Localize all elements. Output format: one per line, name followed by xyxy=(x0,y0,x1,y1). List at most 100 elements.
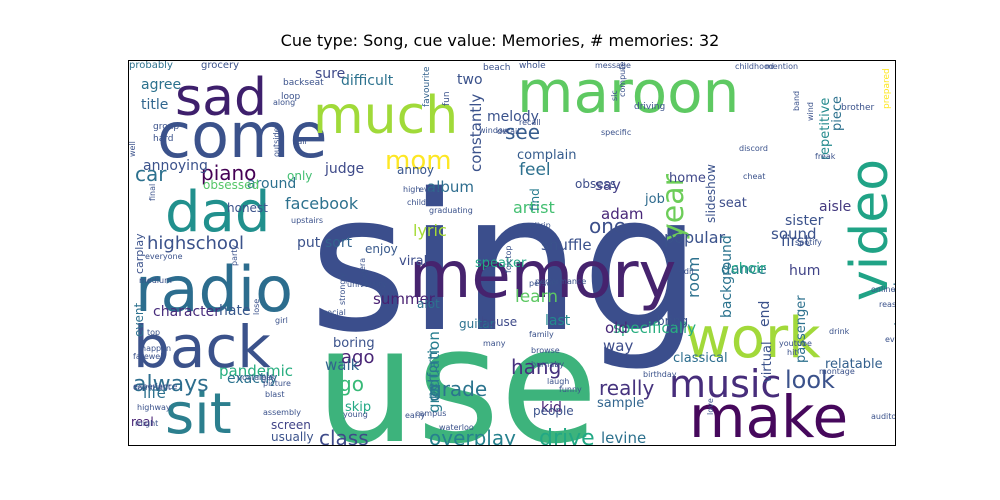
word-graduation: graduation xyxy=(425,331,443,413)
word-drink: drink xyxy=(829,327,850,336)
word-beach: beach xyxy=(483,63,510,73)
word-alot: alot xyxy=(417,297,440,311)
word-radio: radio xyxy=(135,253,293,326)
word-use: use xyxy=(315,292,598,446)
word-whole: whole xyxy=(519,61,546,71)
word-shuffle: shuffle xyxy=(541,236,592,254)
word-around: around xyxy=(247,176,296,192)
word-come: come xyxy=(157,99,328,172)
word-album: album xyxy=(427,178,474,196)
word-grade: grade xyxy=(429,377,487,401)
word-youtube: youtube xyxy=(779,339,812,348)
chart-title: Cue type: Song, cue value: Memories, # m… xyxy=(280,31,720,50)
word-performance: performance xyxy=(535,277,586,286)
word-might: might xyxy=(135,419,158,428)
word-relatable: relatable xyxy=(825,357,883,372)
word-boring: boring xyxy=(333,336,375,351)
word-party: party xyxy=(230,245,239,266)
word-high: high xyxy=(403,185,420,194)
word-exactly: exactly xyxy=(227,371,278,387)
word-specifically: specifically xyxy=(613,319,696,337)
word-house: house xyxy=(481,315,517,329)
word-picture: picture xyxy=(263,379,291,388)
word-class: class xyxy=(319,426,369,446)
word-work: work xyxy=(685,306,821,371)
word-hard: hard xyxy=(153,134,173,144)
word-sit: sit xyxy=(165,382,232,446)
word-graduating: graduating xyxy=(429,206,473,215)
word-piece: piece xyxy=(830,96,845,131)
word-young: young xyxy=(343,410,368,419)
word-sure: sure xyxy=(315,66,345,82)
word-facebook: facebook xyxy=(285,194,359,213)
word-memory: memory xyxy=(409,239,676,313)
word-classical: classical xyxy=(673,351,728,366)
word-year: year xyxy=(656,173,691,241)
word-job: job xyxy=(644,192,665,207)
word-sort: sort xyxy=(325,235,353,251)
word-passenger: passenger xyxy=(794,295,809,363)
word-music: music xyxy=(669,362,781,406)
word-dance: dance xyxy=(721,260,767,278)
word-group: group xyxy=(153,122,179,132)
word-mom: mom xyxy=(385,146,452,176)
word-choir: choir xyxy=(731,261,766,277)
word-comment: comment xyxy=(133,383,171,392)
word-always: always xyxy=(133,372,209,397)
word-video: video xyxy=(840,159,896,301)
word-brother: brother xyxy=(841,103,874,113)
word-backseat: backseat xyxy=(283,78,324,88)
word-judge: judge xyxy=(324,161,364,177)
word-driving: driving xyxy=(634,102,665,112)
word-really: really xyxy=(599,376,654,400)
word-background: background xyxy=(719,235,735,318)
word-pandemic: pandemic xyxy=(219,362,293,380)
word-put: put xyxy=(297,235,321,251)
word-obsess: obsess xyxy=(575,177,616,191)
word-foictop: foictop xyxy=(504,246,513,273)
word-usually: usually xyxy=(271,430,314,444)
word-probably: probably xyxy=(129,61,173,71)
word-slc: slc xyxy=(610,90,619,101)
word-nostalgic: nostalgic xyxy=(237,373,273,382)
word-call: call xyxy=(293,137,307,146)
word-child: child xyxy=(407,198,426,207)
word-every: every xyxy=(419,185,442,194)
word-first: first xyxy=(781,232,810,250)
word-together: together xyxy=(891,261,896,326)
word-perform: perform xyxy=(426,347,441,399)
word-honest: honest xyxy=(227,201,268,215)
word-screen: screen xyxy=(271,418,311,432)
word-people: people xyxy=(533,404,574,418)
word-discord: discord xyxy=(739,144,768,153)
word-go: go xyxy=(339,372,364,396)
word-real: real xyxy=(131,415,154,429)
word-drive: drive xyxy=(539,426,595,446)
word-social: social xyxy=(323,308,346,317)
word-summer: summer xyxy=(373,290,436,308)
word-favourite: favourite xyxy=(422,66,432,107)
word-carplay: carplay xyxy=(133,233,146,274)
word-cheat: cheat xyxy=(743,172,765,181)
word-room: room xyxy=(684,257,703,298)
word-fun: fun xyxy=(442,91,452,106)
word-online: online xyxy=(871,285,895,294)
word-speaker: speaker xyxy=(475,256,527,271)
word-family: family xyxy=(529,330,554,339)
word-browse: browse xyxy=(531,346,560,355)
word-lyric: lyric xyxy=(413,221,447,240)
word-look: look xyxy=(785,366,835,394)
word-complain: complain xyxy=(517,148,576,163)
word-happen: happen xyxy=(141,344,171,353)
word-say: say xyxy=(595,176,621,194)
word-spotify: spotify xyxy=(795,238,822,247)
word-adam: adam xyxy=(601,205,644,223)
word-highway: highway xyxy=(137,403,171,412)
word-dad: dad xyxy=(165,180,270,245)
word-recall: recall xyxy=(519,118,541,127)
word-one: one xyxy=(589,214,626,238)
word-ago: ago xyxy=(341,347,374,368)
word-highschool: highschool xyxy=(147,233,244,254)
word-see: see xyxy=(505,120,540,144)
